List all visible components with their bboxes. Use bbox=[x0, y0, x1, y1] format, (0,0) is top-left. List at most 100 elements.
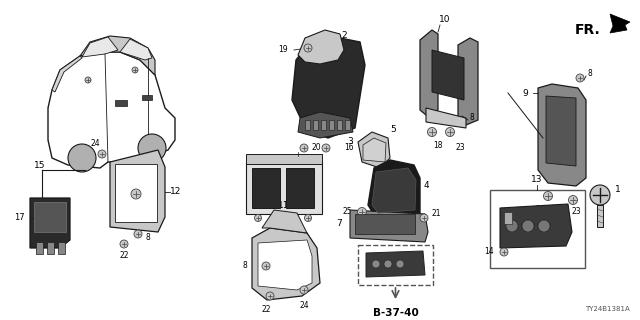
Text: 11: 11 bbox=[278, 202, 290, 211]
Text: 22: 22 bbox=[119, 252, 129, 260]
Polygon shape bbox=[298, 30, 344, 64]
Text: 9: 9 bbox=[522, 89, 528, 98]
Circle shape bbox=[304, 44, 312, 52]
Bar bbox=[337, 120, 342, 130]
Circle shape bbox=[500, 248, 508, 256]
Text: 23: 23 bbox=[455, 143, 465, 153]
Polygon shape bbox=[368, 160, 420, 222]
Polygon shape bbox=[432, 50, 464, 100]
Text: 14: 14 bbox=[484, 247, 494, 257]
Circle shape bbox=[134, 230, 142, 238]
Bar bbox=[286, 168, 314, 208]
Text: 19: 19 bbox=[278, 45, 288, 54]
Circle shape bbox=[132, 67, 138, 73]
Bar bbox=[34, 202, 66, 232]
Circle shape bbox=[420, 214, 428, 222]
Bar bbox=[58, 242, 65, 254]
Circle shape bbox=[428, 127, 436, 137]
Bar bbox=[142, 95, 152, 100]
Circle shape bbox=[372, 260, 380, 268]
Text: 13: 13 bbox=[531, 175, 543, 185]
Polygon shape bbox=[298, 112, 353, 138]
Text: 4: 4 bbox=[424, 180, 429, 189]
Polygon shape bbox=[420, 30, 438, 115]
Polygon shape bbox=[372, 168, 416, 213]
Text: B-37-40: B-37-40 bbox=[372, 308, 419, 318]
Circle shape bbox=[300, 286, 308, 294]
Bar bbox=[305, 120, 310, 130]
Polygon shape bbox=[110, 150, 165, 232]
Text: 24: 24 bbox=[299, 301, 309, 310]
Circle shape bbox=[131, 189, 141, 199]
Circle shape bbox=[445, 127, 454, 137]
Circle shape bbox=[506, 220, 518, 232]
Circle shape bbox=[568, 196, 577, 204]
Text: 21: 21 bbox=[432, 210, 442, 219]
Polygon shape bbox=[610, 14, 630, 33]
Circle shape bbox=[590, 185, 610, 205]
Bar bbox=[329, 120, 334, 130]
Text: TY24B1381A: TY24B1381A bbox=[585, 306, 630, 312]
Bar bbox=[36, 242, 43, 254]
Text: 20: 20 bbox=[312, 143, 322, 153]
Circle shape bbox=[138, 134, 166, 162]
Polygon shape bbox=[120, 39, 152, 60]
Text: 17: 17 bbox=[14, 213, 25, 222]
Bar bbox=[252, 168, 280, 208]
Circle shape bbox=[98, 150, 106, 158]
Bar bbox=[597, 205, 603, 227]
Text: 16: 16 bbox=[344, 143, 354, 153]
Circle shape bbox=[305, 214, 312, 221]
Circle shape bbox=[266, 292, 274, 300]
Circle shape bbox=[396, 260, 404, 268]
Text: 8: 8 bbox=[588, 69, 593, 78]
Bar bbox=[355, 214, 415, 234]
Bar bbox=[504, 212, 512, 224]
Polygon shape bbox=[82, 37, 118, 57]
Circle shape bbox=[262, 262, 270, 270]
Polygon shape bbox=[258, 240, 312, 290]
Polygon shape bbox=[500, 204, 572, 248]
Bar bbox=[313, 120, 318, 130]
Text: 23: 23 bbox=[571, 207, 581, 217]
Text: 3: 3 bbox=[347, 138, 353, 147]
Polygon shape bbox=[546, 96, 576, 166]
Text: 24: 24 bbox=[90, 140, 100, 148]
Bar bbox=[115, 164, 157, 222]
Polygon shape bbox=[48, 52, 175, 168]
Polygon shape bbox=[358, 132, 390, 168]
Bar bbox=[246, 162, 322, 214]
Polygon shape bbox=[366, 251, 425, 277]
Bar bbox=[321, 120, 326, 130]
Polygon shape bbox=[458, 38, 478, 125]
Polygon shape bbox=[426, 108, 466, 128]
Bar bbox=[490, 190, 585, 268]
Circle shape bbox=[85, 77, 91, 83]
Circle shape bbox=[543, 191, 552, 201]
Circle shape bbox=[255, 214, 262, 221]
Polygon shape bbox=[363, 138, 386, 162]
Polygon shape bbox=[52, 56, 82, 92]
Text: 1: 1 bbox=[615, 186, 621, 195]
Text: 6: 6 bbox=[280, 221, 286, 230]
Text: FR.: FR. bbox=[575, 23, 601, 37]
Bar bbox=[345, 120, 350, 130]
Bar bbox=[47, 242, 54, 254]
Circle shape bbox=[120, 240, 128, 248]
Bar bbox=[246, 154, 322, 164]
Text: 7: 7 bbox=[336, 220, 342, 228]
Circle shape bbox=[68, 144, 96, 172]
Circle shape bbox=[538, 220, 550, 232]
Circle shape bbox=[522, 220, 534, 232]
Text: 8: 8 bbox=[146, 234, 151, 243]
Text: 2: 2 bbox=[341, 31, 347, 41]
Bar bbox=[115, 100, 127, 106]
Text: 10: 10 bbox=[439, 15, 451, 25]
Text: 12: 12 bbox=[170, 188, 181, 196]
Circle shape bbox=[322, 144, 330, 152]
Text: 25: 25 bbox=[342, 207, 352, 217]
Text: 22: 22 bbox=[261, 306, 271, 315]
Circle shape bbox=[384, 260, 392, 268]
Text: 15: 15 bbox=[34, 161, 45, 170]
Text: 18: 18 bbox=[433, 140, 443, 149]
